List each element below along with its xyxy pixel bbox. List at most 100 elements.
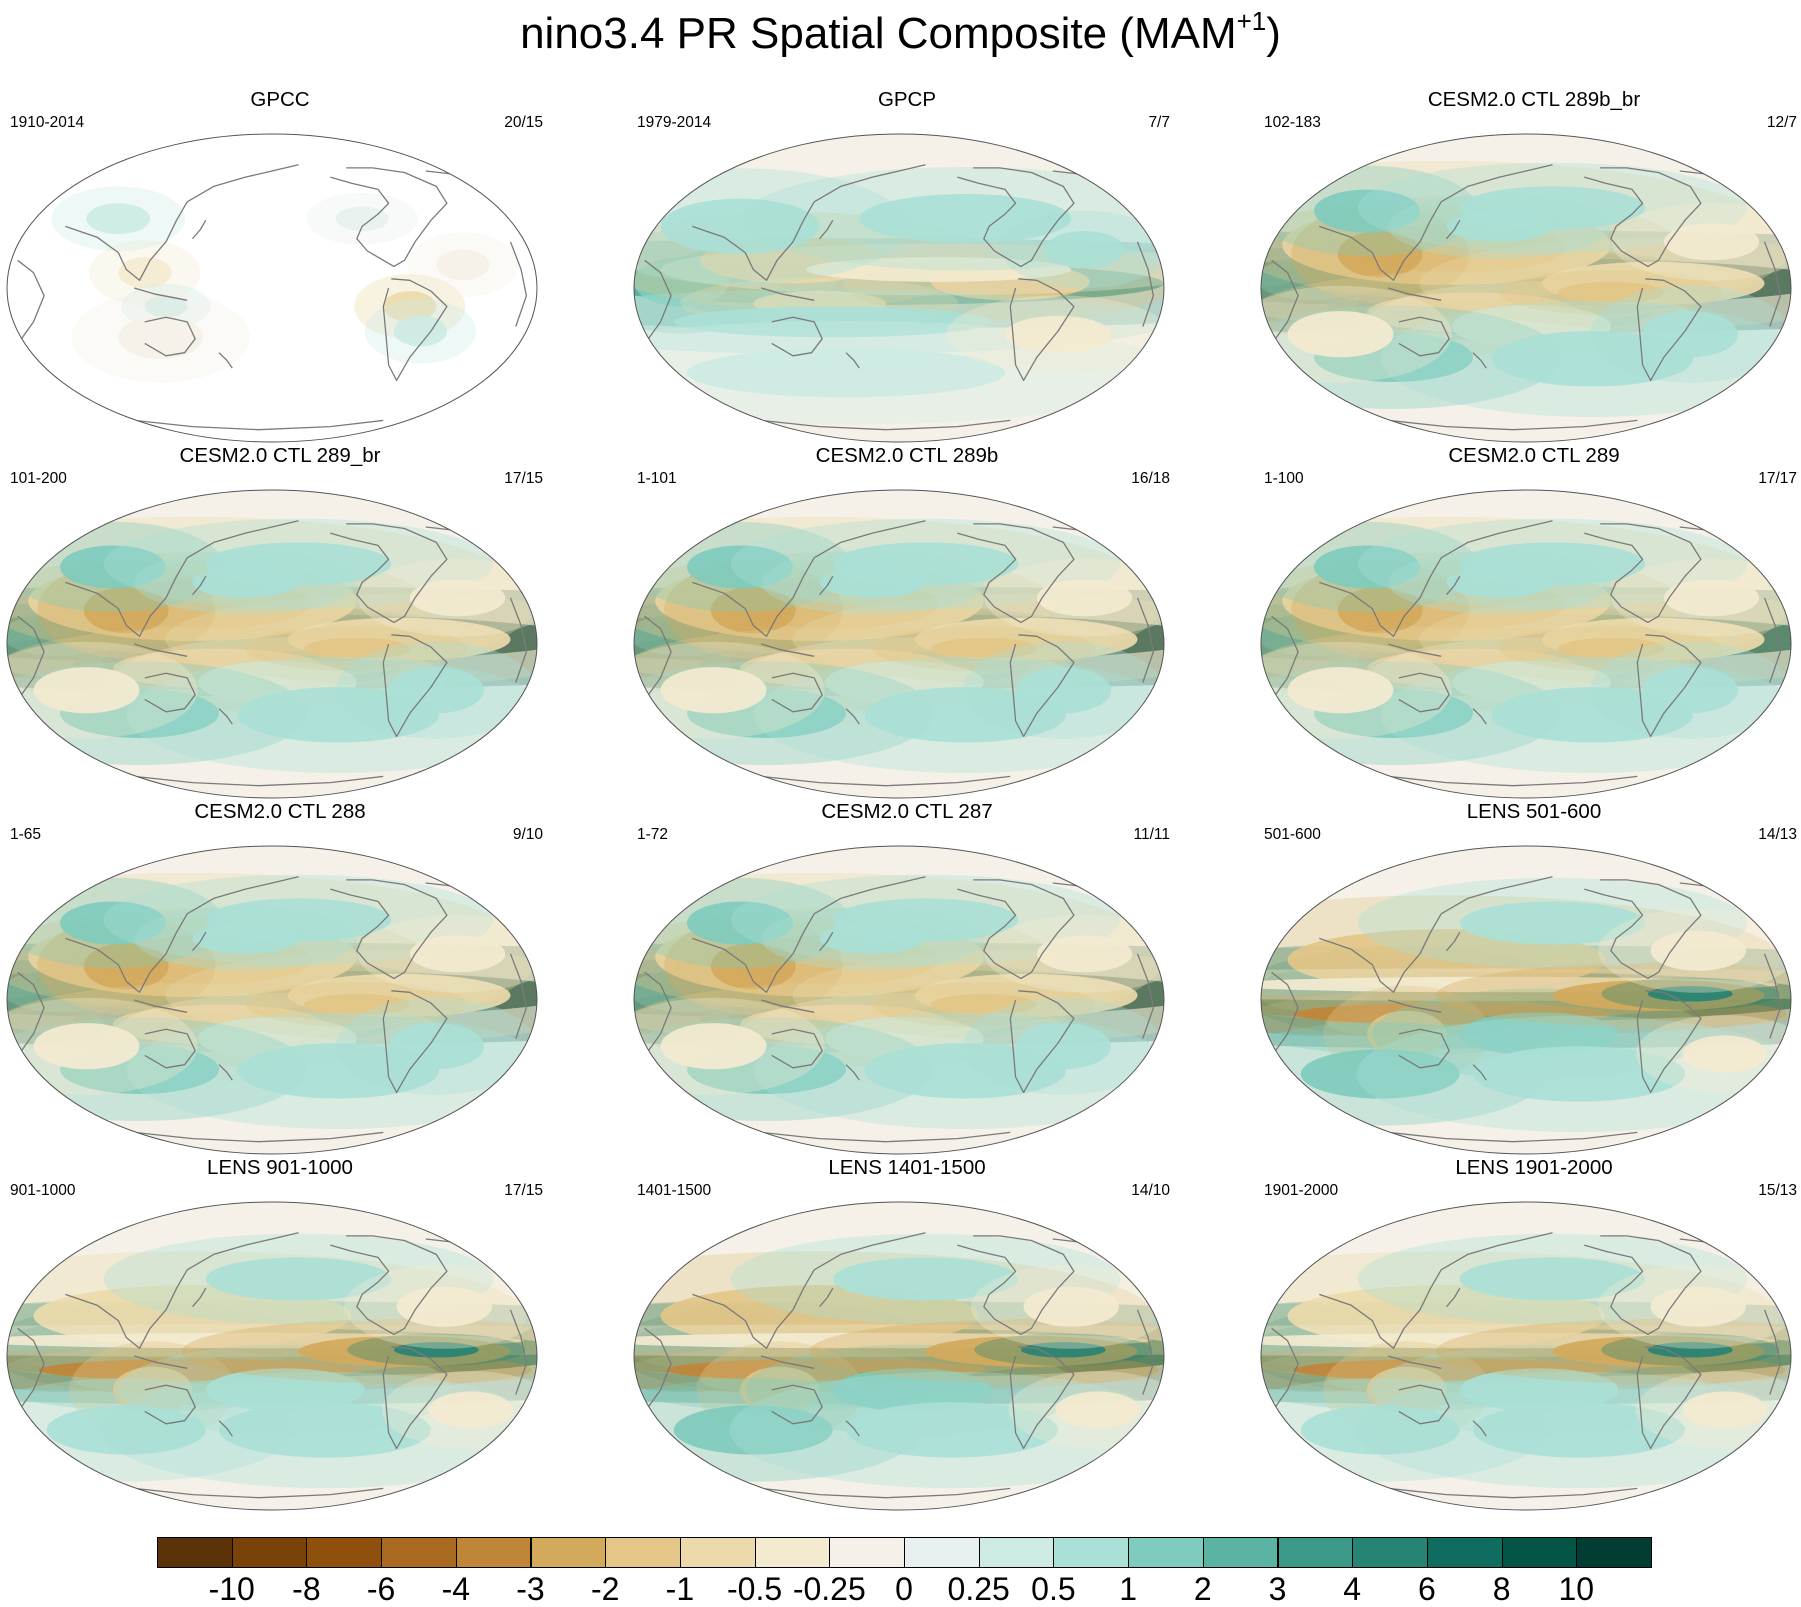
anomaly-region [660, 198, 820, 255]
panel-period: 1901-2000 [1264, 1182, 1339, 1199]
colorbar-swatch [904, 1537, 980, 1568]
coastline [692, 876, 926, 993]
panel-event-count: 17/17 [1758, 470, 1797, 487]
coastline [218, 1064, 233, 1081]
panel-event-count: 14/10 [1131, 1182, 1170, 1199]
colorbar-swatch [1576, 1537, 1652, 1568]
coastline [1319, 876, 1553, 993]
colorbar-swatch [679, 1537, 756, 1568]
anomaly-region [1557, 281, 1664, 304]
colorbar-swatch [1053, 1537, 1130, 1568]
panel-period: 1401-1500 [637, 1182, 712, 1199]
colorbar-swatch [978, 1537, 1055, 1568]
coastline [330, 879, 448, 980]
coastline [1009, 278, 1075, 382]
map-border [633, 845, 1165, 1155]
coastline [1388, 1131, 1638, 1143]
coastline [1763, 1309, 1782, 1395]
world-map [6, 133, 538, 443]
map-border [1260, 489, 1792, 799]
map-border [6, 1201, 538, 1511]
coastline [330, 167, 448, 268]
anomaly-region [33, 1023, 140, 1070]
coastline [1446, 931, 1461, 952]
anomaly-region [1446, 211, 1553, 242]
panel-period: 901-1000 [10, 1182, 76, 1199]
colorbar-labels: -10 -8 -6 -4 -3 -2 -1 -0.5 -0.25 0 0.25 0.5 1 2 3 4 6 8 10 [0, 1572, 1801, 1607]
figure-title-close: ) [1266, 9, 1281, 58]
anomaly-region [1055, 1391, 1141, 1429]
panel-period: 501-600 [1264, 826, 1321, 843]
coastline [17, 259, 45, 341]
panel-title: LENS 901-1000 [207, 1156, 353, 1179]
anomaly-region [1650, 1286, 1746, 1327]
anomaly-region [118, 315, 204, 359]
map-border [6, 133, 538, 443]
anomaly-region [1287, 1285, 1606, 1347]
anomaly-region [1020, 1342, 1106, 1358]
colorbar-tick-label: -0.5 [727, 1571, 783, 1607]
coastline [192, 1287, 207, 1308]
coastline [761, 1487, 1011, 1499]
anomaly-region [1314, 545, 1420, 589]
anomaly-region [388, 667, 484, 714]
world-map [1260, 1201, 1792, 1511]
world-map [6, 845, 538, 1155]
coastline [957, 167, 1075, 268]
coastline [1472, 708, 1487, 725]
coastline [1472, 1420, 1487, 1437]
map-border [1260, 1201, 1792, 1511]
anomaly-region [660, 1285, 979, 1347]
map-panel: CESM2.0 CTL 289b 1-101 16/18 [627, 444, 1187, 800]
colorbar-tick-label: 1 [1119, 1571, 1137, 1607]
coastline [17, 971, 45, 1053]
coastline [144, 316, 196, 357]
anomaly-region [383, 291, 437, 322]
coastline [771, 1384, 823, 1425]
coastline [761, 419, 1011, 431]
colorbar-swatch [1277, 1537, 1354, 1568]
coastline [845, 1420, 860, 1437]
panel-title: CESM2.0 CTL 289b_br [1427, 88, 1641, 111]
coastline [761, 775, 1011, 787]
anomaly-region [1044, 231, 1125, 268]
coastline [1636, 1346, 1702, 1450]
panel-title: LENS 1401-1500 [828, 1156, 986, 1179]
anomaly-region [1647, 986, 1733, 1002]
map-border [6, 845, 538, 1155]
coastline [382, 1346, 448, 1450]
coastline [644, 1327, 672, 1409]
colorbar-tick-label: -8 [292, 1571, 321, 1607]
coastline [1009, 990, 1075, 1094]
coastline [1636, 278, 1702, 382]
coastline [1763, 953, 1782, 1039]
coastline [761, 1355, 815, 1369]
coastline [144, 1384, 196, 1425]
coastline [819, 575, 834, 596]
coastline [819, 219, 834, 240]
coastline [1136, 1309, 1155, 1395]
anomaly-region [1005, 315, 1111, 353]
coastline [644, 615, 672, 697]
coastline [382, 990, 448, 1094]
colorbar-swatch [1352, 1537, 1428, 1568]
coastline [17, 615, 45, 697]
panel-event-count: 7/7 [1148, 114, 1170, 131]
anomaly-region [1287, 311, 1394, 358]
figure-title-text: nino3.4 PR Spatial Composite (MAM [520, 9, 1237, 58]
coastline [17, 1327, 45, 1409]
coastline [692, 1232, 926, 1349]
coastline [957, 523, 1075, 624]
anomaly-region [687, 545, 793, 589]
colorbar-tick-label: 2 [1193, 1571, 1212, 1607]
world-map [633, 1201, 1165, 1511]
panel-event-count: 12/7 [1766, 114, 1797, 131]
anomaly-region [660, 1023, 767, 1070]
coastline [1446, 219, 1461, 240]
panel-period: 1910-2014 [10, 114, 85, 131]
coastline [134, 643, 188, 657]
colorbar-swatch [381, 1537, 457, 1568]
colorbar-swatch [1128, 1537, 1204, 1568]
coastline [218, 708, 233, 725]
coastline [1398, 672, 1450, 713]
